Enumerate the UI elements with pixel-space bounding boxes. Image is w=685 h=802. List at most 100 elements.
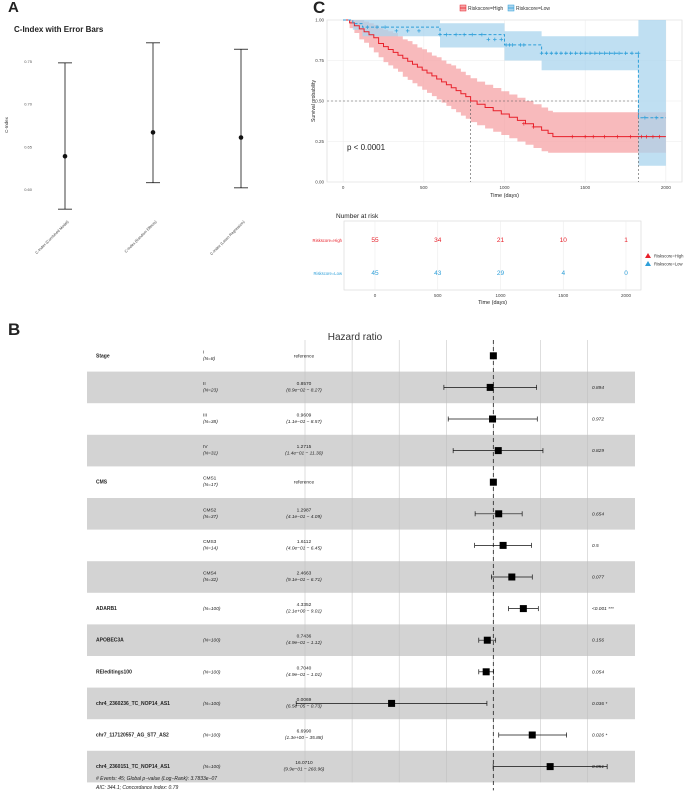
cindex-point [238, 135, 244, 140]
risk-count: 45 [371, 270, 379, 277]
forest-variable: chr7_117120557_AG_ST7_AS2 [96, 733, 169, 739]
km-line [343, 19, 666, 138]
forest-hr: 2.4663 [297, 571, 312, 577]
risk-xtick-label: 1000 [495, 293, 506, 298]
forest-pvalue: 0.5 [592, 543, 599, 549]
risk-xtick-label: 500 [434, 293, 442, 298]
forest-point [489, 478, 497, 486]
forest-point [486, 383, 494, 391]
km-xtick-label: 1000 [499, 185, 510, 190]
forest-ci: (9.9e−01 − 260.96) [284, 767, 325, 773]
km-xtick-label: 500 [420, 185, 428, 190]
forest-level: CMS4 [203, 571, 217, 577]
risk-count: 0 [624, 270, 628, 277]
forest-n: (N=38) [203, 419, 218, 425]
risk-count: 21 [497, 237, 505, 244]
forest-point [508, 573, 516, 581]
forest-row-shade [87, 371, 635, 404]
forest-ci: (4.1e−01 − 4.09) [286, 514, 322, 520]
forest-point [483, 636, 491, 644]
forest-n: (N=100) [203, 764, 221, 770]
forest-ci: (6.5e−05 − 0.73) [286, 703, 322, 709]
forest-pvalue: <0.001 *** [592, 606, 614, 612]
cindex-title: C-Index with Error Bars [14, 25, 104, 34]
forest-hr: 0.7436 [297, 634, 312, 640]
forest-variable: ADARB1 [96, 606, 117, 612]
forest-hr: 1.2715 [297, 444, 312, 450]
risk-count: 43 [434, 270, 442, 277]
cindex-ytick-label: 0.65 [24, 144, 33, 149]
forest-ci: (4.9e−01 − 1.12) [286, 640, 322, 646]
risk-count: 34 [434, 237, 442, 244]
km-legend-label: Riskscore=Low [516, 6, 550, 12]
forest-ci: (1.4e−01 − 11.30) [285, 451, 323, 457]
forest-hr: reference [294, 480, 315, 486]
km-ylabel: Survival probability [311, 80, 317, 122]
forest-footer: AIC: 344.1; Concordance Index: 0.79 [95, 785, 178, 791]
risk-table-title: Number at risk [336, 213, 379, 220]
risk-count: 4 [561, 270, 565, 277]
km-ci-band [343, 20, 666, 166]
forest-pvalue: 0.829 [592, 448, 604, 454]
forest-point [494, 447, 502, 455]
risk-row-label: Riskscore=High [313, 238, 343, 243]
forest-level: III [203, 413, 207, 419]
risk-xtick-label: 0 [374, 293, 377, 298]
forest-title: Hazard ratio [328, 332, 383, 343]
km-ytick-label: 0.25 [315, 139, 324, 144]
risk-legend-label: Riskscore=Low [654, 262, 683, 267]
forest-chart: Hazard ratio Stage I(N=8) reference II(N=23)… [87, 332, 635, 791]
forest-point [519, 605, 527, 613]
forest-ci: (2.1e+00 − 9.01) [286, 609, 322, 615]
forest-n: (N=100) [203, 733, 221, 739]
forest-n: (N=14) [203, 545, 218, 551]
forest-pvalue: 0.026 * [592, 733, 607, 739]
forest-pvalue: 0.156 [592, 638, 604, 644]
km-ytick-label: 1.00 [315, 18, 324, 23]
km-ci-band [343, 20, 666, 153]
forest-pvalue: 0.051 [592, 764, 604, 770]
km-line [343, 19, 666, 119]
forest-pvalue: 0.972 [592, 417, 604, 423]
cindex-chart: C-Index with Error Bars C-Index 0.60 0.65 0.… [4, 25, 290, 256]
forest-n: (N=23) [203, 387, 218, 393]
forest-hr: 0.9609 [297, 413, 312, 419]
cindex-category-label: C-Index (Lasso Regression) [209, 219, 246, 256]
risk-xtick-label: 1500 [558, 293, 569, 298]
forest-row-shade [87, 498, 635, 530]
forest-n: (N=8) [203, 356, 216, 362]
forest-pvalue: 0.077 [592, 575, 604, 581]
risk-table: Number at risk Riskscore=High 55 34 21 10 1 Ris… [313, 213, 685, 306]
risk-legend-marker [645, 261, 651, 266]
forest-ci: (4.9e−01 − 1.01) [286, 672, 322, 678]
forest-n: (N=37) [203, 514, 218, 520]
forest-level: CMS2 [203, 507, 217, 513]
forest-hr: 4.3352 [297, 602, 312, 608]
forest-ci: (4.0e−01 − 6.45) [286, 545, 322, 551]
km-xtick-label: 0 [342, 185, 345, 190]
km-pvalue: p < 0.0001 [347, 143, 386, 152]
km-ytick-label: 0.75 [315, 58, 324, 63]
km-chart: Riskscore=High Riskscore=Low 0.00 0.25 0.50 0… [311, 4, 683, 199]
forest-variable: CMS [96, 480, 108, 486]
forest-point [388, 699, 396, 707]
forest-point [489, 352, 497, 360]
risk-xtick-label: 2000 [621, 293, 632, 298]
forest-row-shade [87, 624, 635, 656]
forest-hr: 6.6990 [297, 729, 312, 735]
forest-hr: 1.6112 [297, 539, 312, 545]
forest-variable: chr4_2360151_TC_NOP14_AS1 [96, 764, 170, 770]
forest-level: CMS3 [203, 539, 217, 545]
forest-ci: (1.3e+00 − 35.88) [285, 735, 324, 741]
cindex-ytick-label: 0.70 [24, 102, 33, 107]
forest-level: IV [203, 444, 208, 450]
forest-n: (N=100) [203, 669, 221, 675]
risk-count: 1 [624, 237, 628, 244]
cindex-ytick-label: 0.75 [24, 59, 33, 64]
forest-level: II [203, 381, 206, 387]
cindex-plot-bg [35, 36, 290, 213]
forest-hr: 1.2987 [297, 507, 312, 513]
km-legend: Riskscore=High Riskscore=Low [459, 4, 550, 12]
forest-row-shade [87, 434, 635, 467]
